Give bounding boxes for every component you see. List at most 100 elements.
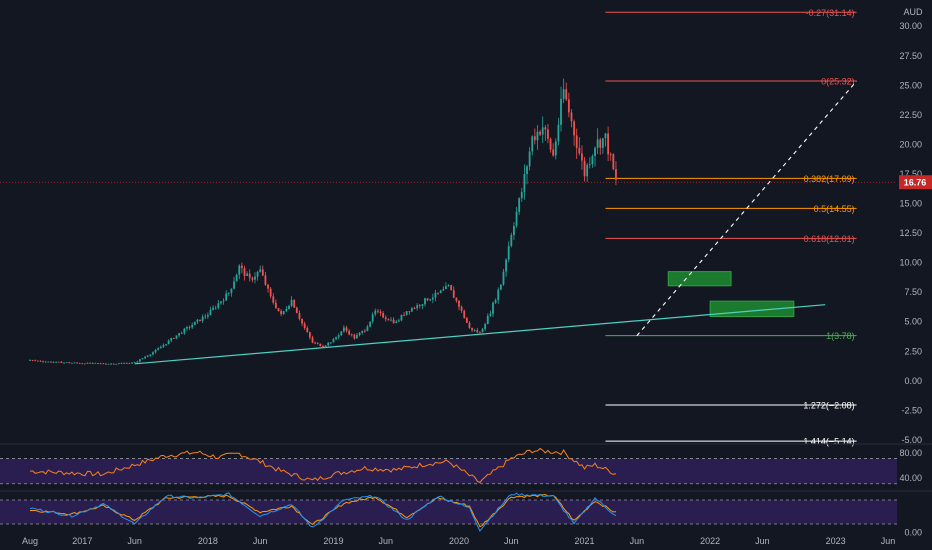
candle-body[interactable] (536, 131, 539, 141)
candle-body[interactable] (259, 269, 262, 272)
candle-body[interactable] (366, 326, 369, 331)
candle-body[interactable] (251, 277, 254, 280)
candle-body[interactable] (162, 345, 165, 347)
projection-line[interactable] (636, 80, 858, 337)
candle-body[interactable] (400, 314, 403, 321)
candle-body[interactable] (152, 352, 154, 355)
candle-body[interactable] (84, 363, 86, 365)
candle-body[interactable] (562, 89, 565, 99)
candle-body[interactable] (175, 335, 178, 339)
candle-body[interactable] (567, 99, 570, 113)
candle-body[interactable] (110, 363, 112, 365)
candle-body[interactable] (65, 362, 68, 364)
candle-body[interactable] (133, 362, 136, 364)
candle-body[interactable] (612, 154, 615, 170)
candle-body[interactable] (544, 127, 547, 130)
candle-body[interactable] (50, 361, 52, 363)
candle-body[interactable] (599, 139, 602, 148)
candle-body[interactable] (267, 284, 269, 289)
candle-body[interactable] (261, 269, 264, 276)
candle-body[interactable] (196, 319, 199, 322)
candle-body[interactable] (392, 319, 395, 323)
candle-body[interactable] (68, 362, 71, 364)
candle-body[interactable] (146, 355, 149, 357)
candle-body[interactable] (429, 299, 432, 301)
candle-body[interactable] (243, 268, 246, 276)
candle-body[interactable] (445, 286, 447, 290)
candle-body[interactable] (463, 310, 466, 318)
candle-body[interactable] (206, 315, 209, 317)
candle-body[interactable] (324, 345, 327, 347)
candle-body[interactable] (112, 363, 115, 365)
candle-body[interactable] (348, 330, 351, 335)
candle-body[interactable] (575, 135, 578, 148)
candle-body[interactable] (154, 350, 157, 353)
candle-body[interactable] (274, 302, 277, 309)
candle-body[interactable] (609, 154, 612, 156)
candle-body[interactable] (526, 166, 528, 175)
candle-body[interactable] (295, 307, 298, 314)
candle-body[interactable] (601, 138, 604, 148)
candle-body[interactable] (230, 288, 233, 294)
candle-body[interactable] (311, 337, 314, 343)
candle-body[interactable] (136, 361, 139, 363)
candle-body[interactable] (81, 363, 84, 365)
candle-body[interactable] (405, 311, 408, 315)
candle-body[interactable] (99, 363, 102, 365)
candles[interactable] (29, 78, 617, 365)
candle-body[interactable] (515, 211, 518, 226)
candle-body[interactable] (520, 191, 523, 199)
candle-body[interactable] (507, 245, 510, 260)
candle-body[interactable] (460, 306, 463, 311)
candle-body[interactable] (554, 141, 557, 156)
candle-body[interactable] (298, 313, 301, 319)
candle-body[interactable] (345, 327, 348, 331)
candle-body[interactable] (167, 340, 170, 345)
candle-body[interactable] (209, 309, 212, 316)
candle-body[interactable] (220, 301, 222, 304)
candle-body[interactable] (193, 321, 196, 326)
candle-body[interactable] (421, 304, 424, 306)
candle-body[interactable] (149, 354, 152, 356)
candle-body[interactable] (340, 331, 343, 336)
candle-body[interactable] (319, 343, 322, 347)
candle-body[interactable] (465, 317, 468, 323)
candle-body[interactable] (594, 147, 596, 157)
candle-body[interactable] (552, 149, 555, 156)
candle-body[interactable] (350, 334, 353, 336)
candle-body[interactable] (188, 327, 191, 328)
candle-body[interactable] (337, 335, 340, 338)
candle-body[interactable] (141, 358, 144, 360)
candle-body[interactable] (78, 362, 81, 364)
candle-body[interactable] (479, 332, 481, 334)
candle-body[interactable] (447, 285, 450, 287)
candle-body[interactable] (403, 314, 405, 316)
candle-body[interactable] (358, 332, 361, 335)
candle-body[interactable] (413, 308, 416, 309)
candle-body[interactable] (416, 305, 419, 309)
candle-body[interactable] (91, 362, 94, 364)
candle-body[interactable] (586, 164, 589, 177)
candle-body[interactable] (502, 271, 505, 285)
candle-body[interactable] (356, 334, 358, 339)
candle-body[interactable] (437, 292, 439, 294)
candle-body[interactable] (115, 363, 118, 365)
candle-body[interactable] (468, 322, 471, 328)
candle-body[interactable] (591, 156, 594, 165)
candle-body[interactable] (293, 299, 296, 308)
candle-body[interactable] (222, 300, 225, 302)
candle-body[interactable] (29, 360, 31, 361)
candle-body[interactable] (165, 344, 167, 346)
candle-body[interactable] (89, 362, 92, 364)
candle-body[interactable] (588, 164, 591, 165)
candle-body[interactable] (565, 89, 568, 100)
candle-body[interactable] (539, 131, 541, 135)
candle-body[interactable] (86, 362, 89, 364)
candle-body[interactable] (476, 330, 479, 333)
candle-body[interactable] (191, 325, 194, 328)
candle-body[interactable] (316, 342, 319, 344)
candle-body[interactable] (186, 327, 188, 329)
candle-body[interactable] (39, 360, 42, 362)
candle-body[interactable] (329, 342, 332, 344)
